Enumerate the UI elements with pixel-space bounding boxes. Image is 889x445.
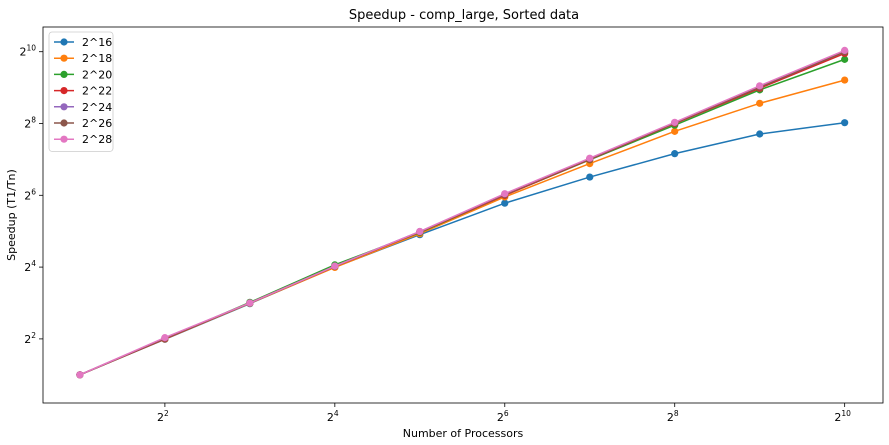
data-point (841, 46, 849, 55)
data-point (841, 76, 849, 84)
data-point (841, 119, 849, 127)
data-point (161, 334, 169, 342)
legend-marker (60, 70, 68, 78)
y-tick-exponent: 6 (31, 187, 36, 196)
x-axis-ticks: 22 24 26 28 210 (157, 403, 851, 424)
y-tick-label: 22 (24, 331, 36, 346)
legend-entry: 2^20 (54, 68, 112, 81)
y-tick-exponent: 4 (31, 259, 36, 268)
legend-label: 2^28 (82, 133, 112, 146)
x-tick-label: 210 (834, 409, 851, 424)
series-2-pow-28 (76, 46, 849, 379)
x-tick-label: 26 (497, 409, 509, 424)
legend-entry: 2^22 (54, 85, 112, 98)
y-tick-base: 2 (24, 189, 31, 202)
legend-marker (60, 87, 68, 95)
x-tick-base: 2 (834, 411, 841, 424)
y-tick-label: 210 (19, 44, 36, 59)
x-axis-label: Number of Processors (403, 427, 524, 440)
legend-label: 2^16 (82, 36, 112, 49)
series-layer (76, 46, 849, 379)
x-tick-exponent: 10 (841, 409, 851, 418)
data-point (756, 130, 764, 138)
x-tick-label: 28 (667, 409, 679, 424)
x-tick-label: 22 (157, 409, 169, 424)
legend-marker (60, 54, 68, 62)
x-tick-exponent: 4 (334, 409, 339, 418)
legend-label: 2^18 (82, 52, 112, 65)
legend-marker (60, 38, 68, 46)
legend-label: 2^26 (82, 117, 112, 130)
data-point (756, 82, 764, 90)
legend-label: 2^22 (82, 85, 112, 98)
y-tick-base: 2 (24, 118, 31, 131)
x-tick-base: 2 (667, 411, 674, 424)
data-point (586, 154, 594, 162)
x-tick-exponent: 6 (504, 409, 509, 418)
data-point (246, 299, 254, 307)
legend-label: 2^24 (82, 101, 112, 114)
legend-entry: 2^28 (54, 133, 112, 146)
data-point (841, 55, 849, 63)
x-tick-exponent: 8 (674, 409, 679, 418)
x-tick-base: 2 (497, 411, 504, 424)
data-point (501, 199, 509, 207)
data-point (756, 99, 764, 107)
y-tick-label: 24 (24, 259, 36, 274)
y-tick-exponent: 10 (26, 44, 36, 53)
legend-entry: 2^24 (54, 101, 112, 114)
data-point (671, 118, 679, 126)
data-point (501, 190, 509, 198)
y-tick-exponent: 8 (31, 116, 36, 125)
legend-marker (60, 135, 68, 143)
data-point (586, 173, 594, 181)
x-tick-base: 2 (157, 411, 164, 424)
y-tick-base: 2 (24, 261, 31, 274)
y-tick-label: 26 (24, 187, 36, 202)
legend-marker (60, 119, 68, 127)
legend-entry: 2^18 (54, 52, 112, 65)
legend-entry: 2^26 (54, 117, 112, 130)
x-tick-label: 24 (327, 409, 339, 424)
legend-marker (60, 103, 68, 111)
legend-label: 2^20 (82, 68, 112, 81)
y-tick-base: 2 (19, 46, 26, 59)
series-line (79, 49, 845, 376)
data-point (76, 371, 84, 379)
data-point (671, 127, 679, 135)
chart-title: Speedup - comp_large, Sorted data (349, 8, 579, 23)
x-tick-exponent: 2 (164, 409, 169, 418)
legend-entry: 2^16 (54, 36, 112, 49)
legend: 2^16 2^18 2^20 2^22 2^24 2^26 2^28 (48, 31, 114, 152)
y-tick-base: 2 (24, 333, 31, 346)
x-tick-base: 2 (327, 411, 334, 424)
data-point (416, 227, 424, 236)
data-point (331, 262, 339, 270)
y-tick-exponent: 2 (31, 331, 36, 340)
data-point (671, 150, 679, 158)
y-tick-label: 28 (24, 116, 36, 131)
y-axis-label: Speedup (T1/Tn) (5, 169, 18, 261)
